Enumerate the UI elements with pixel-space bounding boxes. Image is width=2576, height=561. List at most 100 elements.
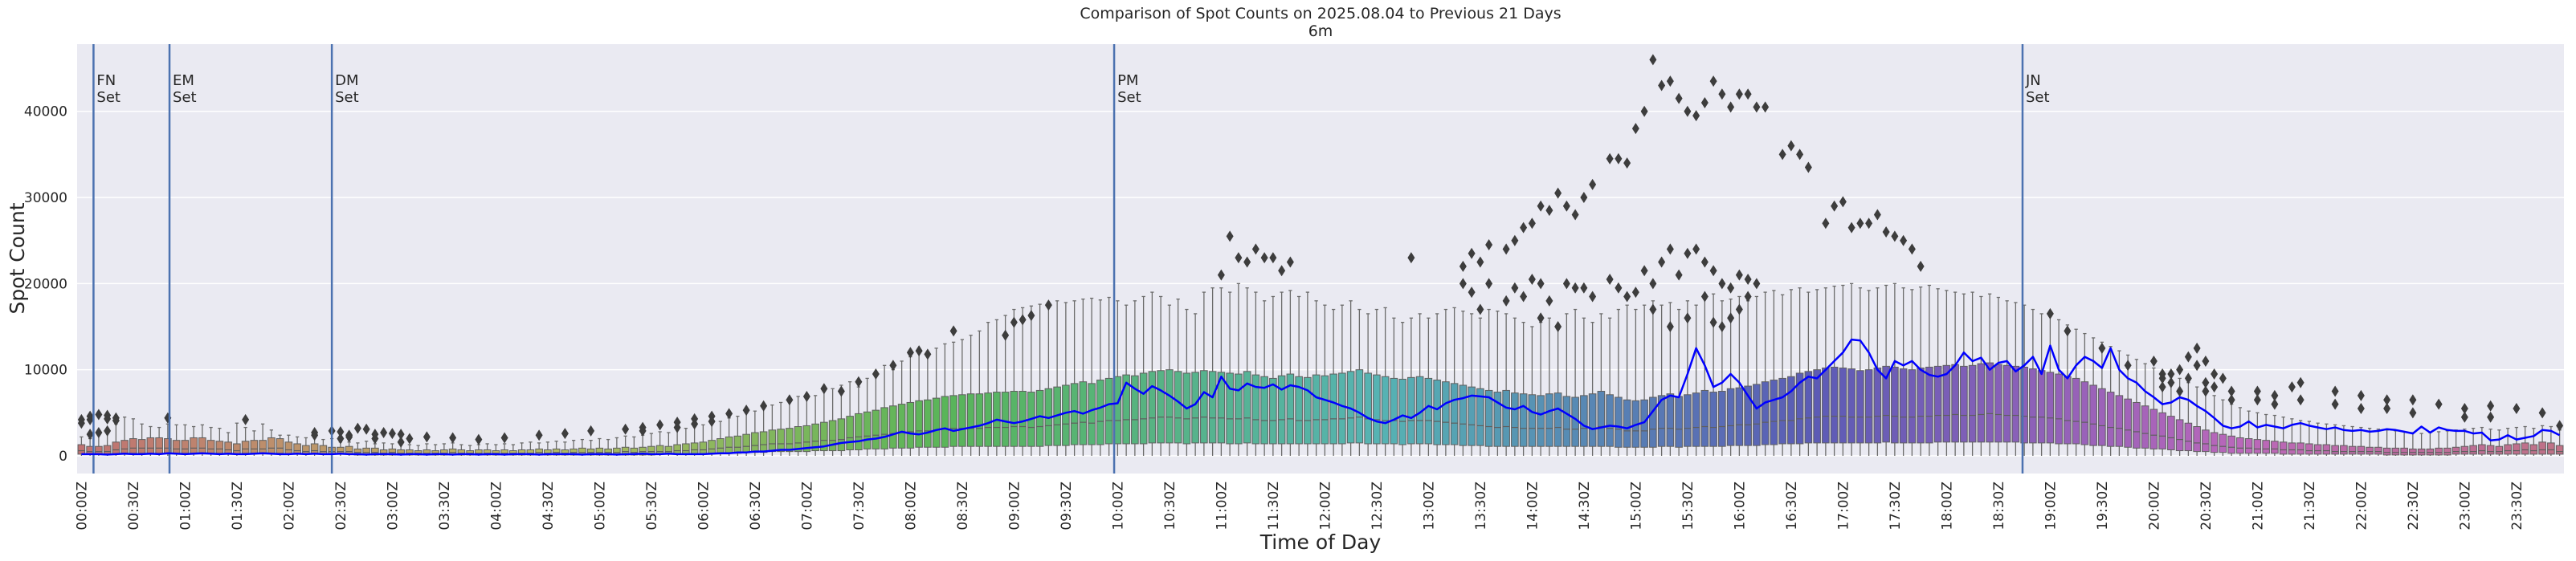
- x-tick-label: 05:00Z: [592, 482, 608, 531]
- event-label: PM: [1117, 72, 1138, 89]
- x-tick-label: 02:00Z: [281, 482, 297, 531]
- outlier-point: [1554, 187, 1562, 199]
- box-iqr: [2271, 441, 2279, 454]
- box-iqr: [181, 440, 190, 454]
- box-iqr: [1813, 369, 1821, 444]
- outlier-point: [1407, 252, 1415, 264]
- box-158: [1442, 308, 1450, 456]
- x-tick-label: 06:30Z: [748, 482, 764, 531]
- box-141: [1295, 295, 1303, 456]
- outlier-point: [77, 417, 85, 429]
- x-tick-label: 13:00Z: [1421, 482, 1437, 531]
- outlier-point: [1796, 148, 1804, 161]
- box-iqr: [129, 438, 137, 454]
- box-iqr: [2435, 447, 2443, 456]
- box-171: [1553, 326, 1562, 456]
- y-axis-label: Spot Count: [6, 202, 29, 314]
- outlier-point: [353, 422, 361, 434]
- box-244: [2184, 382, 2193, 456]
- box-iqr: [828, 420, 837, 452]
- outlier-point: [2202, 385, 2210, 397]
- box-iqr: [2011, 365, 2020, 443]
- outlier-point: [1709, 316, 1717, 328]
- outlier-point: [1718, 321, 1726, 333]
- x-tick-label: 16:00Z: [1732, 482, 1748, 531]
- box-256: [2288, 418, 2296, 456]
- box-iqr: [1528, 394, 1537, 447]
- box-87: [828, 388, 837, 456]
- box-iqr: [1856, 370, 1864, 444]
- x-tick-label: 07:00Z: [799, 482, 815, 531]
- box-212: [1908, 289, 1917, 456]
- outlier-point: [86, 429, 94, 441]
- box-142: [1304, 291, 1312, 456]
- box-114: [1062, 302, 1070, 456]
- box-iqr: [1035, 389, 1044, 447]
- outlier-point: [1735, 88, 1743, 100]
- box-193: [1744, 300, 1752, 456]
- box-146: [1338, 304, 1346, 456]
- outlier-point: [2227, 394, 2235, 406]
- box-iqr: [915, 400, 923, 448]
- box-iqr: [1295, 376, 1303, 445]
- box-257: [2296, 420, 2305, 456]
- outlier-point: [1562, 200, 1570, 212]
- box-iqr: [906, 401, 915, 449]
- outlier-point: [2202, 376, 2210, 388]
- outlier-point: [2202, 355, 2210, 367]
- box-iqr: [2374, 446, 2382, 455]
- outlier-point: [1554, 321, 1562, 333]
- box-125: [1157, 295, 1165, 456]
- event-label: JN: [2025, 72, 2041, 89]
- outlier-point: [2167, 376, 2175, 388]
- box-iqr: [2331, 445, 2339, 455]
- box-iqr: [2253, 439, 2262, 454]
- outlier-point: [1623, 291, 1631, 303]
- outlier-point: [872, 368, 880, 380]
- outlier-point: [561, 428, 569, 440]
- box-iqr: [1381, 376, 1390, 445]
- box-198: [1787, 289, 1795, 456]
- outlier-point: [1545, 205, 1553, 217]
- outlier-point: [1744, 273, 1752, 285]
- box-iqr: [759, 431, 768, 453]
- box-197: [1778, 294, 1786, 456]
- x-tick-label: 04:30Z: [541, 482, 557, 531]
- outlier-point: [371, 433, 379, 445]
- box-iqr: [2366, 446, 2374, 455]
- box-iqr: [1553, 392, 1562, 447]
- y-tick-label: 0: [59, 449, 67, 465]
- outlier-point: [1640, 105, 1648, 117]
- box-239: [2141, 363, 2149, 456]
- box-iqr: [95, 445, 103, 455]
- outlier-point: [1900, 234, 1908, 246]
- outlier-point: [2271, 389, 2279, 401]
- outlier-point: [673, 421, 681, 433]
- outlier-point: [2227, 385, 2235, 397]
- box-80: [768, 404, 777, 456]
- box-iqr: [802, 425, 811, 453]
- box-iqr: [932, 397, 941, 448]
- outlier-point: [1251, 243, 1259, 255]
- box-iqr: [284, 441, 293, 455]
- outlier-point: [1286, 256, 1294, 268]
- box-144: [1321, 304, 1329, 456]
- box-iqr: [293, 443, 301, 455]
- box-iqr: [1597, 391, 1606, 447]
- box-iqr: [2340, 445, 2348, 455]
- x-tick-label: 09:00Z: [1006, 482, 1023, 531]
- outlier-point: [2357, 389, 2365, 401]
- outlier-point: [924, 348, 932, 360]
- outlier-point: [1649, 278, 1657, 290]
- box-iqr: [2322, 444, 2331, 455]
- box-iqr: [716, 438, 725, 454]
- box-iqr: [655, 445, 664, 455]
- outlier-point: [1537, 200, 1545, 212]
- outlier-point: [1631, 287, 1639, 299]
- box-189: [1709, 293, 1717, 456]
- box-136: [1251, 291, 1260, 456]
- outlier-point: [1831, 200, 1839, 212]
- box-iqr: [1968, 364, 1977, 443]
- box-iqr: [2357, 445, 2366, 455]
